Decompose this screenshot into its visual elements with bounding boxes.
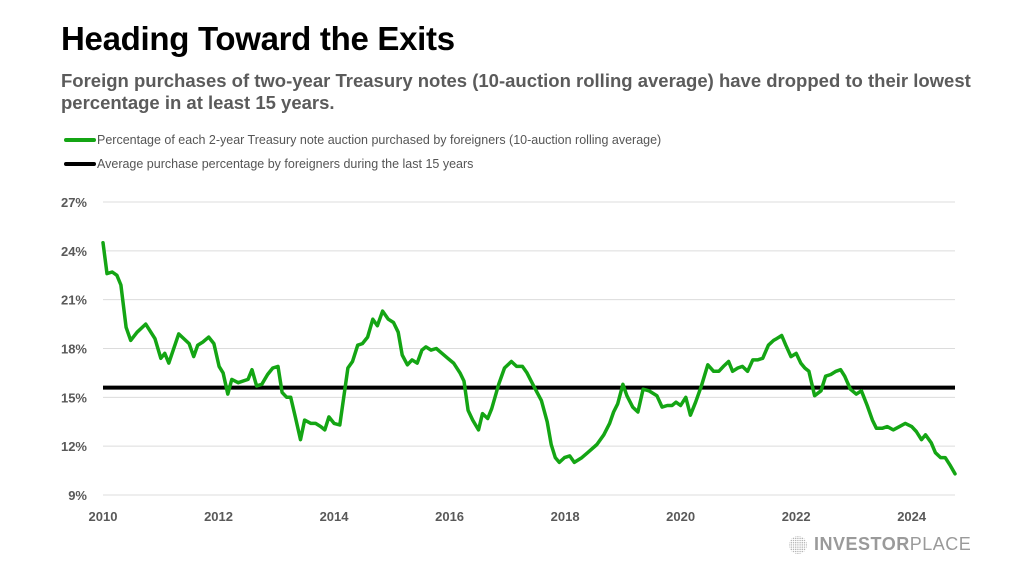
series-foreign-purchases-line [101, 240, 957, 476]
series-lines [101, 240, 957, 476]
x-tick-label: 2022 [782, 509, 811, 524]
chart-title: Heading Toward the Exits [61, 20, 455, 57]
y-tick-label: 21% [61, 293, 87, 308]
legend-item-foreign-purchases: Percentage of each 2-year Treasury note … [64, 128, 661, 152]
y-tick-label: 24% [61, 244, 87, 259]
legend-item-average: Average purchase percentage by foreigner… [64, 152, 661, 176]
legend: Percentage of each 2-year Treasury note … [64, 128, 661, 176]
logo-text-bold: INVESTOR [814, 534, 910, 554]
legend-swatch-black [64, 162, 96, 166]
x-tick-label: 2016 [435, 509, 464, 524]
x-tick-label: 2020 [666, 509, 695, 524]
y-axis-ticks: 27% 24% 21% 18% 15% 12% 9% [61, 195, 87, 503]
gridlines [103, 201, 955, 496]
x-tick-label: 2024 [897, 509, 927, 524]
y-tick-label: 18% [61, 342, 87, 357]
x-tick-label: 2010 [89, 509, 118, 524]
investorplace-logo: INVESTOR PLACE [788, 534, 971, 555]
y-tick-label: 27% [61, 195, 87, 210]
globe-icon [789, 535, 807, 554]
series-points [102, 242, 956, 474]
x-tick-label: 2018 [551, 509, 580, 524]
chart-subtitle: Foreign purchases of two-year Treasury n… [61, 70, 971, 113]
y-tick-label: 9% [68, 488, 87, 503]
logo-text-light: PLACE [909, 534, 972, 554]
x-axis-ticks: 2010 2012 2014 2016 2018 2020 2022 2024 [89, 509, 927, 524]
y-tick-label: 12% [61, 439, 87, 454]
legend-label: Average purchase percentage by foreigner… [97, 157, 474, 171]
y-tick-label: 15% [61, 390, 87, 405]
legend-swatch-green [64, 138, 96, 142]
legend-label: Percentage of each 2-year Treasury note … [97, 133, 662, 147]
x-tick-label: 2014 [320, 509, 350, 524]
x-tick-label: 2012 [204, 509, 233, 524]
